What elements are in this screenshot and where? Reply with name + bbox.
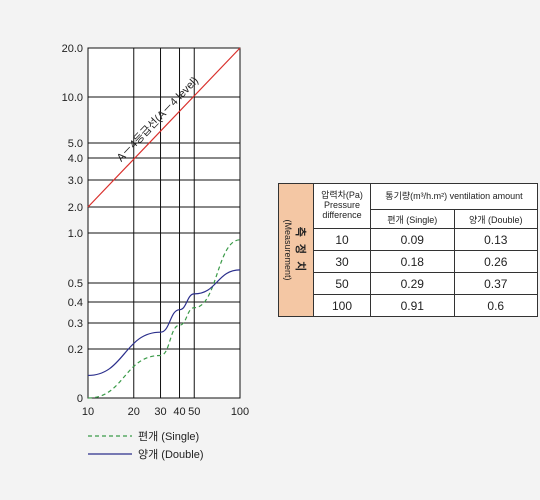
measurement-table: 측 정 치 (Measurement) 압력차(Pa) Pressure dif… <box>278 183 538 317</box>
x-tick-label: 100 <box>231 406 249 418</box>
pressure-cell: 10 <box>313 228 371 251</box>
pressure-cell: 100 <box>313 294 371 317</box>
table-row: 50 0.29 0.37 <box>279 272 538 295</box>
x-tick-label: 30 <box>154 406 166 418</box>
y-tick-label: 3.0 <box>68 175 83 187</box>
table-row: 10 0.09 0.13 <box>279 228 538 251</box>
single-cell: 0.09 <box>370 228 455 251</box>
table-side-header: 측 정 치 (Measurement) <box>278 183 314 317</box>
y-tick-label: 0 <box>77 393 83 405</box>
side-header-en: (Measurement) <box>283 219 293 281</box>
pressure-header-line: 압력차(Pa) <box>321 190 363 201</box>
x-tick-label: 50 <box>188 406 200 418</box>
pressure-cell: 30 <box>313 250 371 273</box>
reference-line <box>87 47 241 208</box>
plot-area <box>87 47 241 399</box>
x-tick-label: 10 <box>82 406 94 418</box>
y-tick-label: 20.0 <box>62 43 83 55</box>
double-cell: 0.37 <box>453 272 538 295</box>
single-cell: 0.91 <box>370 294 455 317</box>
legend-label-single: 편개 (Single) <box>138 431 200 443</box>
single-cell: 0.18 <box>370 250 455 273</box>
y-tick-label: 1.0 <box>68 228 83 240</box>
y-tick-label: 4.0 <box>68 153 83 165</box>
y-tick-label: 10.0 <box>62 92 83 104</box>
y-tick-label: 0.3 <box>68 318 83 330</box>
y-tick-label: 5.0 <box>68 138 83 150</box>
legend-item-single: 편개 (Single) <box>88 428 199 444</box>
table-row: 30 0.18 0.26 <box>279 250 538 273</box>
x-tick-label: 40 <box>173 406 185 418</box>
y-tick-label: 0.5 <box>68 278 83 290</box>
double-header: 양개 (Double) <box>453 209 538 229</box>
y-tick-label: 2.0 <box>68 202 83 214</box>
double-cell: 0.13 <box>453 228 538 251</box>
series-line-single <box>87 239 241 399</box>
table-row: 100 0.91 0.6 <box>279 294 538 317</box>
legend-label-double: 양개 (Double) <box>138 449 204 461</box>
y-tick-label: 0.4 <box>68 297 83 309</box>
pressure-header-line: difference <box>322 209 362 220</box>
legend-swatch-single <box>88 435 132 437</box>
legend-item-double: 양개 (Double) <box>88 446 203 462</box>
legend-swatch-double <box>88 453 132 455</box>
pressure-header: 압력차(Pa) Pressure difference <box>313 183 371 229</box>
series-line-double <box>87 269 241 377</box>
double-cell: 0.6 <box>453 294 538 317</box>
pressure-cell: 50 <box>313 272 371 295</box>
single-cell: 0.29 <box>370 272 455 295</box>
x-tick-label: 20 <box>128 406 140 418</box>
side-header-ko: 측 정 치 <box>294 226 306 274</box>
single-header: 편개 (Single) <box>370 209 455 229</box>
pressure-header-line: Pressure <box>323 200 360 211</box>
y-tick-label: 0.2 <box>68 344 83 356</box>
ventilation-header: 통기량(m³/h.m²) ventilation amount <box>370 183 538 210</box>
double-cell: 0.26 <box>453 250 538 273</box>
